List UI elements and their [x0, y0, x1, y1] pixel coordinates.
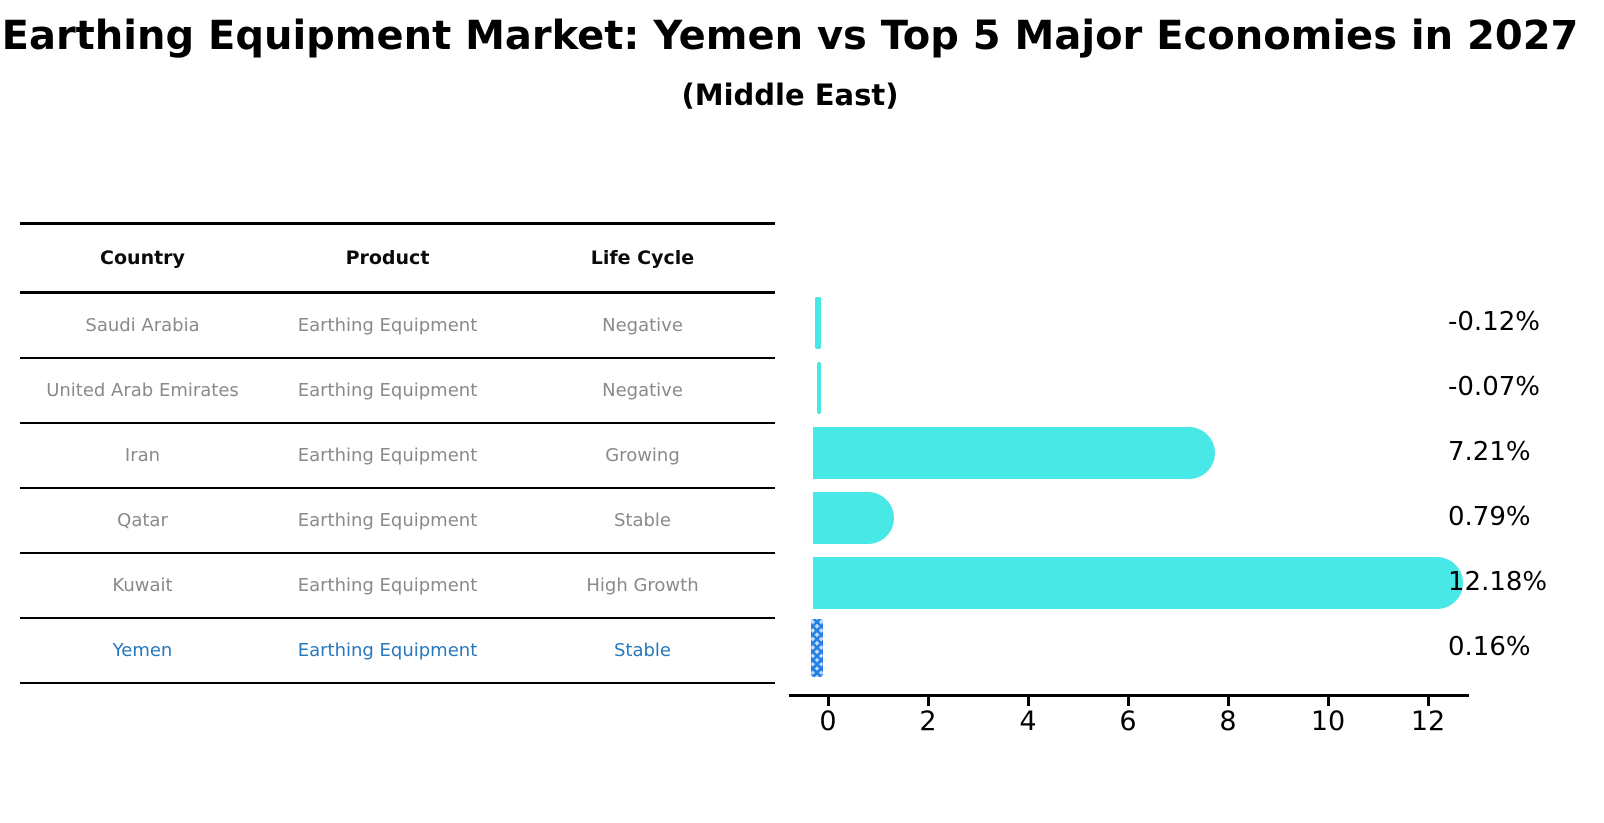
bar-kuwait: [813, 557, 1463, 609]
x-axis-tick-label: 6: [1119, 706, 1137, 737]
header-cell-country: Country: [100, 247, 185, 269]
bar-united-arab-emirates: [817, 362, 821, 414]
page-subtitle: (Middle East): [681, 78, 899, 112]
cell-country: Qatar: [117, 510, 168, 531]
bar-qatar: [813, 492, 894, 544]
cell-lifecycle: Negative: [602, 315, 683, 336]
page-title: Earthing Equipment Market: Yemen vs Top …: [1, 13, 1579, 59]
x-axis-line: [789, 694, 1469, 697]
x-axis-tick: [927, 697, 930, 706]
cell-lifecycle: Negative: [602, 380, 683, 401]
value-label: 0.79%: [1448, 502, 1531, 532]
x-axis-tick-label: 10: [1310, 706, 1346, 737]
x-axis-tick: [1227, 697, 1230, 706]
cell-product: Earthing Equipment: [297, 640, 478, 661]
table-row-yemen: Yemen Earthing Equipment Stable: [20, 619, 775, 684]
value-label: 0.16%: [1448, 632, 1531, 662]
table-row: United Arab Emirates Earthing Equipment …: [20, 359, 775, 424]
x-axis-tick-label: 4: [1019, 706, 1037, 737]
x-axis-tick: [1427, 697, 1430, 706]
table-row: Kuwait Earthing Equipment High Growth: [20, 554, 775, 619]
table-header-row: Country Product Life Cycle: [20, 225, 775, 294]
cell-product: Earthing Equipment: [297, 575, 478, 596]
table-row: Iran Earthing Equipment Growing: [20, 424, 775, 489]
bar-yemen-hatched: [811, 619, 823, 677]
x-axis-tick-label: 8: [1219, 706, 1237, 737]
cell-lifecycle: Stable: [613, 640, 671, 661]
header-cell-product: Product: [345, 247, 430, 269]
cell-lifecycle: Growing: [605, 445, 680, 466]
value-label: 12.18%: [1448, 567, 1548, 597]
comparison-table: Country Product Life Cycle Saudi Arabia …: [20, 222, 775, 684]
x-axis-tick-label: 12: [1410, 706, 1446, 737]
x-axis-tick: [1027, 697, 1030, 706]
cell-lifecycle: Stable: [613, 510, 671, 531]
cell-lifecycle: High Growth: [586, 575, 699, 596]
value-label: -0.07%: [1448, 372, 1540, 402]
cell-country: Saudi Arabia: [85, 315, 200, 336]
cell-product: Earthing Equipment: [297, 510, 478, 531]
table-row: Saudi Arabia Earthing Equipment Negative: [20, 294, 775, 359]
x-axis-tick: [827, 697, 830, 706]
header-cell-lifecycle: Life Cycle: [590, 247, 695, 269]
cell-product: Earthing Equipment: [297, 315, 478, 336]
cell-country: Yemen: [112, 640, 173, 661]
cell-product: Earthing Equipment: [297, 380, 478, 401]
cell-country: Iran: [124, 445, 161, 466]
table-row: Qatar Earthing Equipment Stable: [20, 489, 775, 554]
bar-iran: [813, 427, 1215, 479]
x-axis-tick: [1127, 697, 1130, 706]
cell-product: Earthing Equipment: [297, 445, 478, 466]
value-label: -0.12%: [1448, 307, 1540, 337]
cell-country: United Arab Emirates: [46, 380, 239, 401]
bar-saudi-arabia: [815, 297, 821, 349]
cell-country: Kuwait: [112, 575, 173, 596]
x-axis-tick-label: 2: [919, 706, 937, 737]
value-label: 7.21%: [1448, 437, 1531, 467]
x-axis-tick: [1327, 697, 1330, 706]
x-axis-tick-label: 0: [819, 706, 837, 737]
